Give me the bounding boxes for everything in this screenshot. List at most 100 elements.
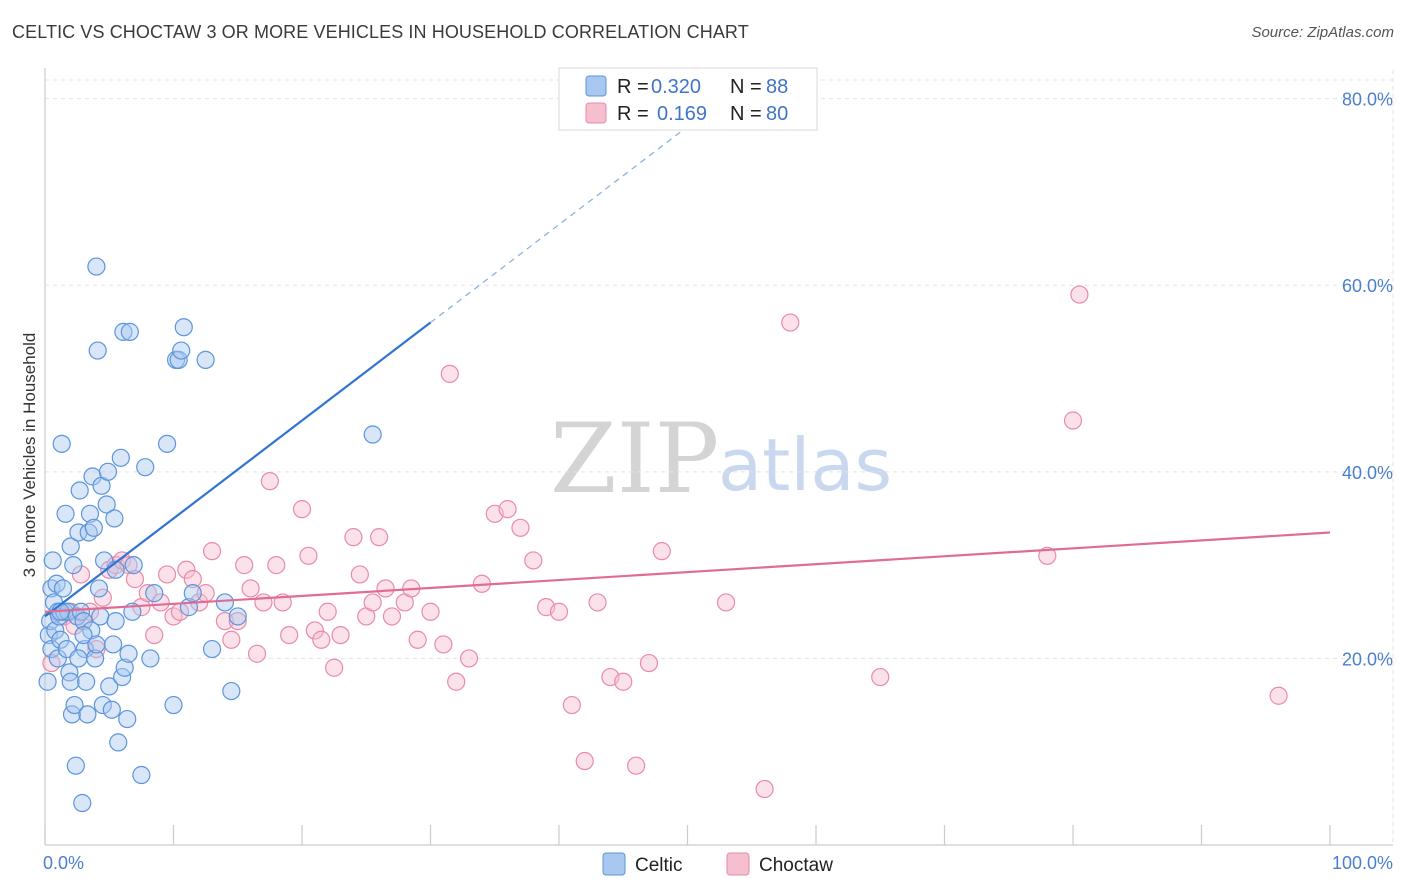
celtic-point-46 (93, 695, 112, 715)
celtic-point-63 (124, 556, 143, 575)
celtic-trend-extension (430, 126, 688, 324)
choctaw-point-80 (1070, 285, 1089, 304)
choctaw-point-75 (755, 779, 774, 799)
celtic-point-44 (91, 607, 110, 626)
celtic-point-7 (46, 621, 65, 640)
legend-choctaw-n-value: 80 (766, 103, 788, 125)
legend-celtic-n-label: N = (730, 76, 762, 98)
choctaw-point-40 (312, 630, 331, 649)
choctaw-point-17 (151, 593, 170, 612)
celtic-point-41 (87, 257, 106, 276)
celtic-point-75 (183, 584, 202, 603)
choctaw-point-71 (626, 756, 646, 775)
x-tick-label-max: 100.0% (1332, 853, 1393, 873)
choctaw-point-29 (235, 556, 254, 575)
celtic-point-19 (60, 663, 79, 682)
choctaw-point-55 (434, 635, 453, 654)
choctaw-point-53 (408, 630, 427, 649)
trend-lines (44, 126, 1331, 618)
legend-celtic-n-value: 88 (766, 76, 788, 98)
choctaw-point-41 (318, 602, 337, 621)
legend-celtic-r-value: 0.320 (651, 76, 701, 98)
y-tick-label-40: 40.0% (1342, 463, 1393, 483)
choctaw-point-66 (562, 695, 581, 715)
celtic-point-65 (136, 458, 155, 477)
choctaw-point-70 (614, 672, 633, 691)
choctaw-point-45 (350, 565, 369, 584)
bottom-legend-choctaw-label: Choctaw (759, 855, 833, 876)
celtic-point-72 (172, 341, 191, 360)
choctaw-trend-line (44, 531, 1331, 613)
legend-choctaw-r-label: R = (617, 103, 649, 125)
celtic-point-34 (78, 705, 97, 724)
choctaw-point-15 (138, 584, 157, 603)
choctaw-point-72 (639, 653, 659, 673)
choctaw-point-65 (549, 602, 569, 621)
celtic-point-48 (97, 495, 116, 514)
celtic-point-67 (145, 584, 164, 603)
grid-lines (45, 70, 1394, 845)
celtic-point-62 (120, 322, 139, 341)
choctaw-point-30 (241, 579, 260, 598)
choctaw-point-4 (71, 565, 91, 584)
celtic-point-78 (215, 593, 234, 612)
celtic-point-56 (111, 448, 130, 467)
celtic-point-13 (52, 434, 71, 453)
choctaw-point-56 (440, 364, 459, 383)
celtic-point-28 (70, 481, 89, 500)
celtic-point-73 (174, 318, 193, 337)
choctaw-point-25 (202, 542, 222, 561)
celtic-point-60 (118, 709, 137, 729)
celtic-point-21 (61, 672, 80, 691)
choctaw-point-36 (280, 625, 299, 645)
stats-legend: R = 0.320 N = 88 R = 0.169 N = 80 (558, 67, 818, 131)
choctaw-point-63 (524, 551, 543, 570)
choctaw-point-79 (1063, 411, 1083, 430)
celtic-point-59 (115, 658, 134, 677)
celtic-point-61 (119, 644, 138, 663)
choctaw-point-57 (447, 672, 466, 691)
bottom-legend-celtic-swatch (602, 852, 626, 876)
celtic-point-79 (222, 681, 241, 701)
chart-title: CELTIC VS CHOCTAW 3 OR MORE VEHICLES IN … (12, 22, 749, 42)
choctaw-point-21 (177, 560, 196, 579)
choctaw-point-31 (247, 644, 267, 663)
choctaw-point-61 (498, 500, 517, 519)
celtic-point-16 (56, 504, 75, 523)
celtic-point-30 (73, 793, 92, 813)
celtic-point-84 (87, 635, 106, 654)
choctaw-point-74 (716, 593, 736, 612)
choctaw-point-32 (254, 593, 273, 612)
celtic-point-24 (65, 695, 84, 715)
celtic-point-64 (132, 765, 151, 785)
choctaw-point-22 (183, 570, 202, 589)
celtic-point-23 (64, 556, 83, 575)
legend-celtic-swatch (585, 75, 607, 97)
celtic-point-87 (363, 425, 382, 444)
celtic-point-43 (89, 579, 109, 598)
celtic-point-51 (102, 700, 121, 719)
choctaw-point-81 (1269, 686, 1288, 705)
x-tick-label-min: 0.0% (43, 853, 84, 873)
choctaw-point-62 (511, 518, 530, 537)
choctaw-point-44 (344, 528, 363, 547)
choctaw-point-78 (1038, 546, 1057, 565)
celtic-point-36 (80, 504, 100, 523)
bottom-legend-choctaw-swatch (726, 852, 750, 876)
choctaw-point-34 (267, 556, 286, 575)
celtic-point-69 (164, 695, 183, 715)
watermark-atlas: atlas (718, 423, 892, 507)
choctaw-points (42, 285, 1288, 799)
choctaw-point-49 (376, 579, 395, 598)
celtic-point-82 (69, 649, 88, 668)
celtic-trend-line (44, 321, 432, 618)
celtic-point-55 (109, 733, 128, 752)
celtic-point-0 (38, 672, 57, 691)
celtic-point-42 (88, 341, 107, 360)
legend-choctaw-n-label: N = (730, 103, 762, 125)
legend-choctaw-swatch (585, 102, 607, 124)
choctaw-point-67 (575, 751, 594, 771)
celtic-point-5 (43, 551, 62, 570)
choctaw-point-48 (370, 528, 389, 547)
celtic-point-53 (105, 509, 124, 528)
